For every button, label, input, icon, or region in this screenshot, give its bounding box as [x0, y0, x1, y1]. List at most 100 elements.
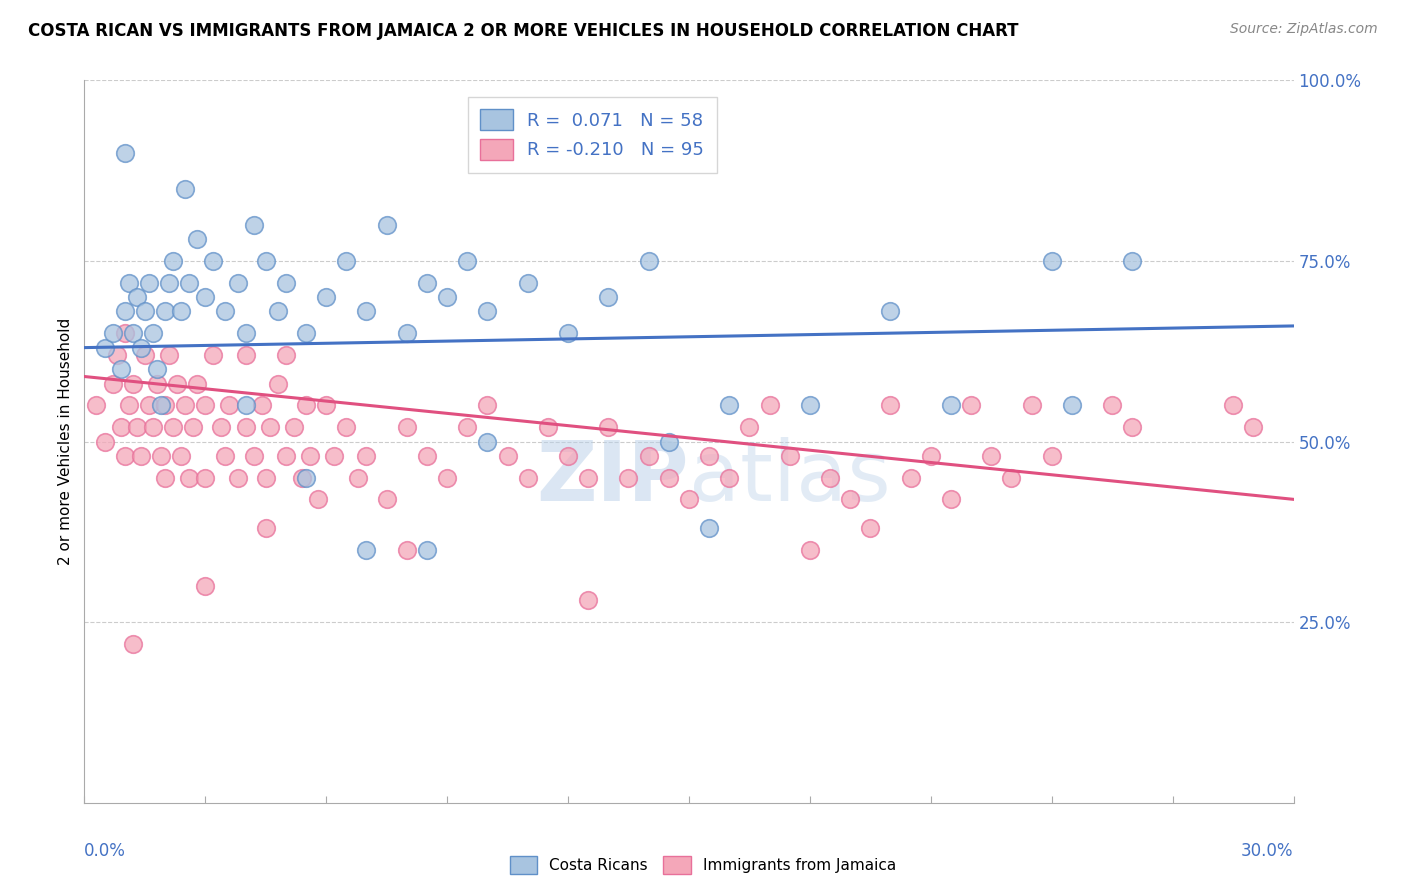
Point	[235, 326, 257, 341]
Point	[174, 182, 197, 196]
Point	[799, 542, 821, 557]
Point	[395, 326, 418, 341]
Point	[142, 420, 165, 434]
Point	[295, 471, 318, 485]
Point	[214, 449, 236, 463]
Point	[179, 276, 201, 290]
Point	[214, 304, 236, 318]
Point	[153, 304, 176, 318]
Point	[218, 398, 240, 412]
Point	[174, 398, 197, 412]
Point	[1241, 420, 1264, 434]
Point	[170, 304, 193, 318]
Point	[242, 218, 264, 232]
Point	[637, 449, 659, 463]
Point	[235, 420, 257, 434]
Point	[356, 542, 378, 557]
Point	[202, 253, 225, 268]
Point	[121, 376, 143, 391]
Point	[93, 434, 115, 449]
Point	[93, 341, 115, 355]
Point	[557, 326, 579, 341]
Point	[129, 341, 152, 355]
Point	[110, 362, 132, 376]
Point	[125, 290, 148, 304]
Point	[598, 420, 620, 434]
Point	[181, 420, 204, 434]
Point	[335, 420, 357, 434]
Point	[658, 434, 681, 449]
Point	[118, 276, 141, 290]
Point	[456, 253, 478, 268]
Point	[375, 492, 398, 507]
Point	[101, 376, 124, 391]
Point	[779, 449, 801, 463]
Point	[242, 449, 264, 463]
Text: COSTA RICAN VS IMMIGRANTS FROM JAMAICA 2 OR MORE VEHICLES IN HOUSEHOLD CORRELATI: COSTA RICAN VS IMMIGRANTS FROM JAMAICA 2…	[28, 22, 1018, 40]
Text: 0.0%: 0.0%	[84, 842, 127, 860]
Point	[186, 376, 208, 391]
Point	[879, 398, 901, 412]
Point	[818, 471, 841, 485]
Point	[194, 579, 217, 593]
Point	[194, 290, 217, 304]
Point	[799, 398, 821, 412]
Point	[456, 420, 478, 434]
Point	[960, 398, 983, 412]
Point	[274, 449, 297, 463]
Point	[254, 471, 277, 485]
Point	[416, 449, 439, 463]
Point	[157, 348, 180, 362]
Point	[900, 471, 922, 485]
Point	[226, 471, 249, 485]
Point	[142, 326, 165, 341]
Text: atlas: atlas	[689, 437, 890, 518]
Point	[274, 348, 297, 362]
Point	[738, 420, 761, 434]
Point	[1121, 420, 1143, 434]
Point	[162, 420, 184, 434]
Point	[114, 304, 136, 318]
Point	[315, 398, 337, 412]
Point	[274, 276, 297, 290]
Point	[323, 449, 346, 463]
Point	[307, 492, 329, 507]
Point	[267, 376, 290, 391]
Point	[295, 326, 318, 341]
Point	[101, 326, 124, 341]
Point	[477, 398, 499, 412]
Point	[121, 637, 143, 651]
Point	[395, 420, 418, 434]
Point	[678, 492, 700, 507]
Point	[1121, 253, 1143, 268]
Y-axis label: 2 or more Vehicles in Household: 2 or more Vehicles in Household	[58, 318, 73, 566]
Point	[939, 398, 962, 412]
Point	[166, 376, 188, 391]
Point	[194, 398, 217, 412]
Point	[110, 420, 132, 434]
Point	[235, 348, 257, 362]
Point	[557, 449, 579, 463]
Point	[170, 449, 193, 463]
Point	[758, 398, 780, 412]
Point	[598, 290, 620, 304]
Point	[149, 449, 172, 463]
Point	[179, 471, 201, 485]
Point	[125, 420, 148, 434]
Point	[356, 304, 378, 318]
Point	[146, 362, 169, 376]
Point	[879, 304, 901, 318]
Point	[356, 449, 378, 463]
Point	[209, 420, 232, 434]
Point	[114, 449, 136, 463]
Point	[718, 398, 741, 412]
Point	[259, 420, 281, 434]
Point	[250, 398, 273, 412]
Point	[162, 253, 184, 268]
Point	[129, 449, 152, 463]
Point	[1000, 471, 1022, 485]
Point	[576, 471, 599, 485]
Point	[202, 348, 225, 362]
Point	[146, 376, 169, 391]
Point	[920, 449, 942, 463]
